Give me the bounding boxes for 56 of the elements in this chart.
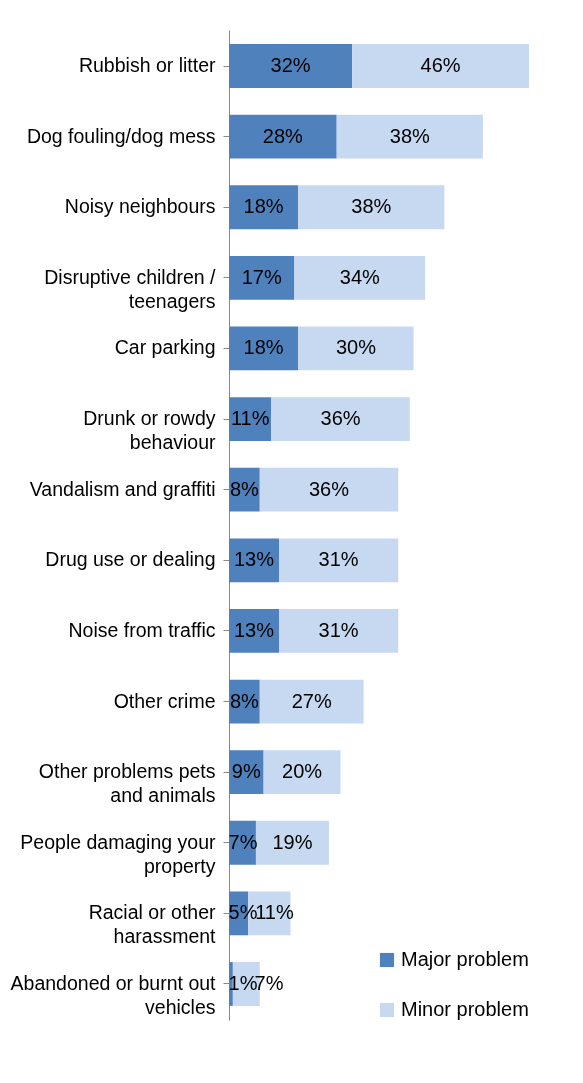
legend-label: Minor problem xyxy=(401,998,529,1020)
data-label: 38% xyxy=(351,195,392,218)
data-label: 18% xyxy=(243,195,284,218)
data-label: 20% xyxy=(282,760,323,783)
bar xyxy=(336,114,483,159)
data-label: 36% xyxy=(308,477,350,500)
data-label: 13% xyxy=(233,618,275,641)
data-label: 38% xyxy=(389,124,430,147)
y-tick-label: Rubbish or litter xyxy=(78,54,216,77)
y-tick-label: Car parking xyxy=(114,336,216,359)
bar xyxy=(271,397,410,441)
y-tick-label: Abandoned or burnt out vehicles xyxy=(10,971,217,1018)
bar xyxy=(298,326,414,371)
data-label: 17% xyxy=(241,265,282,288)
data-label: 31% xyxy=(318,618,359,641)
y-tick-label: Drunk or rowdy behaviour xyxy=(83,407,216,454)
data-label: 19% xyxy=(272,830,313,853)
y-tick-label: Other crime xyxy=(113,689,216,712)
bar xyxy=(259,679,364,724)
bar xyxy=(229,114,337,159)
y-tick-label: Noise from traffic xyxy=(68,618,216,641)
data-label: 8% xyxy=(229,689,260,712)
y-tick-label: Vandalism and graffiti xyxy=(29,477,216,500)
y-tick-label: People damaging your property xyxy=(20,830,216,877)
bar xyxy=(279,538,399,583)
bar xyxy=(352,44,529,88)
bar xyxy=(294,255,426,300)
bar xyxy=(229,255,295,300)
legend-label: Major problem xyxy=(401,948,529,970)
data-label: 13% xyxy=(233,548,275,571)
y-tick-label: Disruptive children / teenagers xyxy=(44,265,217,312)
data-label: 30% xyxy=(335,336,377,359)
data-label: 11% xyxy=(230,407,270,430)
y-tick-label: Noisy neighbours xyxy=(64,195,216,218)
y-tick-label: Racial or other harassment xyxy=(88,901,217,948)
y-tick-label: Other problems pets and animals xyxy=(38,760,216,807)
data-label: 32% xyxy=(270,54,311,77)
bar xyxy=(298,185,445,230)
bar xyxy=(229,185,299,230)
data-label: 11% xyxy=(255,901,294,924)
data-label: 46% xyxy=(420,54,461,77)
data-label: 31% xyxy=(318,548,359,571)
data-label: 28% xyxy=(262,124,304,147)
bar xyxy=(263,750,341,795)
y-tick-label: Drug use or dealing xyxy=(45,548,216,571)
data-label: 27% xyxy=(291,689,332,712)
data-label: 18% xyxy=(243,336,284,359)
data-label: 8% xyxy=(229,477,260,500)
bar xyxy=(255,820,329,865)
bar xyxy=(259,467,399,512)
bar xyxy=(279,609,399,653)
bar xyxy=(229,44,353,88)
data-label: 36% xyxy=(320,407,361,430)
y-tick-label: Dog fouling/dog mess xyxy=(26,124,216,147)
data-label: 34% xyxy=(339,265,380,288)
data-label: 9% xyxy=(231,760,261,783)
